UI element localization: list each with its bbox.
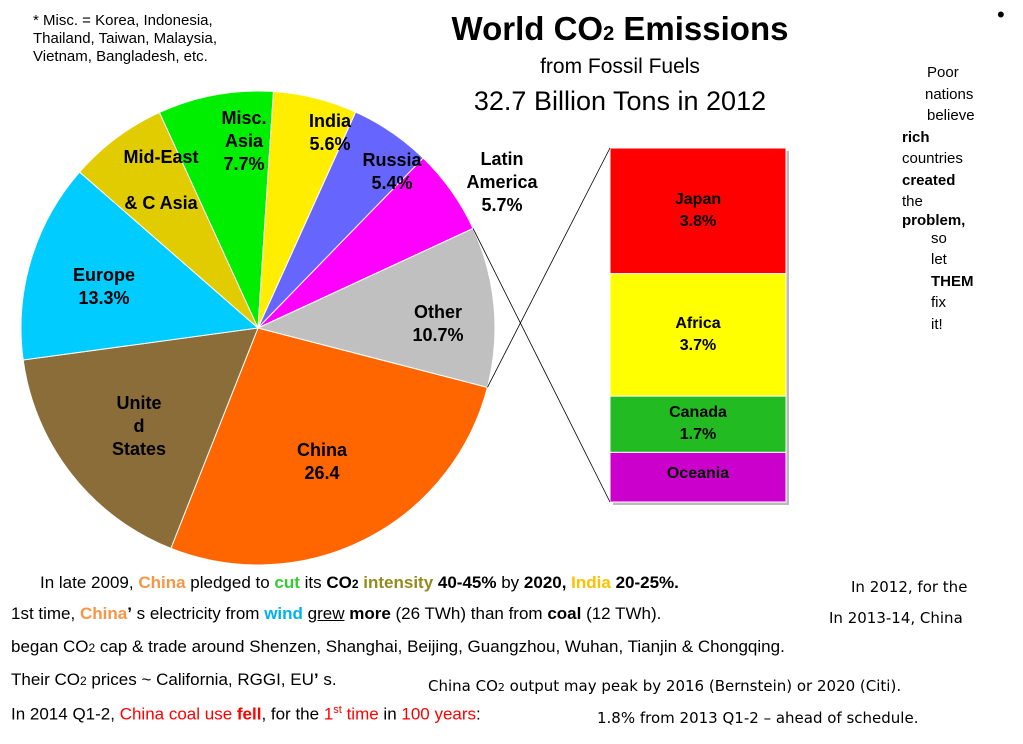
slice-label-china: China 26.4: [296, 440, 347, 483]
text-line-5: In 2014 Q1-2, China coal use fell, for t…: [11, 704, 481, 724]
side-word: countries: [902, 150, 963, 167]
side-word: let: [931, 251, 947, 268]
side-word: THEM: [931, 272, 974, 290]
chart-subtitle: from Fossil Fuels: [540, 55, 700, 78]
bar-segment-canada: [609, 395, 787, 453]
pie-slice-europe: [20, 171, 260, 361]
right-note-2: In 2013-14, China: [829, 609, 963, 627]
text-line-3: began CO2 cap & trade around Shenzen, Sh…: [11, 637, 785, 656]
side-word: created: [902, 171, 956, 189]
bar-segment-japan: [609, 147, 787, 275]
slice-label-latin-america: Latin America 5.7%: [466, 148, 538, 215]
bullet-point: •: [997, 2, 1005, 27]
connector-line-bottom: [472, 228, 611, 503]
side-word: believe: [927, 107, 975, 124]
slice-label-other: Other 10.7%: [412, 302, 464, 345]
text-line-2: 1st time, China’ s electricity from wind…: [11, 604, 662, 623]
pie-slice-china: [170, 327, 489, 566]
slice-label-russia: Russia 5.4%: [362, 150, 422, 193]
pie-slice-misc-asia: [158, 90, 275, 329]
bar-label-oceania: Oceania: [666, 465, 730, 483]
breakdown-bar: [609, 147, 789, 505]
side-word: so: [931, 229, 947, 247]
bar-label-japan: Japan 3.8%: [674, 190, 722, 230]
chart-title: World CO2 Emissions: [451, 10, 789, 47]
bar-label-canada: Canada 1.7%: [669, 404, 727, 444]
pie-slice-other: [256, 227, 496, 388]
side-word: rich: [902, 128, 930, 146]
chart-total: 32.7 Billion Tons in 2012: [473, 86, 767, 116]
misc-footnote: * Misc. = Korea, Indonesia, Thailand, Ta…: [33, 12, 217, 65]
connector-line-top: [487, 147, 611, 388]
text-line-1: In late 2009, China pledged to cut its C…: [40, 573, 679, 592]
bar-label-africa: Africa 3.7%: [675, 314, 721, 354]
side-word: fix: [931, 294, 946, 311]
slice-label-europe: Europe 13.3%: [72, 265, 135, 308]
bar-segment-oceania: [609, 451, 787, 503]
side-word: it!: [931, 315, 943, 333]
side-word: Poor: [927, 64, 959, 81]
slice-label-mid-east-c-asia: Mid-East & C Asia: [123, 146, 199, 213]
slice-label-united-states: Unite d States: [111, 392, 167, 459]
side-word: problem,: [902, 211, 966, 229]
connector-lines: [472, 147, 611, 503]
side-word: the: [902, 193, 923, 210]
slice-label-india: India 5.6%: [308, 111, 351, 154]
right-note-4: China CO2 output may peak by 2016 (Berns…: [428, 677, 902, 695]
bar-segment-africa: [609, 273, 787, 397]
right-note-1: In 2012, for the: [851, 578, 968, 596]
pie-slices: [20, 90, 496, 566]
side-quote: Poor nations believe rich countries crea…: [895, 62, 1005, 335]
side-word: nations: [925, 85, 974, 103]
text-line-4: Their CO2 prices ~ California, RGGI, EU’…: [11, 670, 337, 689]
pie-slice-united-states: [22, 327, 259, 550]
right-note-5: 1.8% from 2013 Q1-2 – ahead of schedule.: [597, 709, 919, 727]
slice-label-misc-asia: Misc. Asia 7.7%: [221, 107, 267, 174]
